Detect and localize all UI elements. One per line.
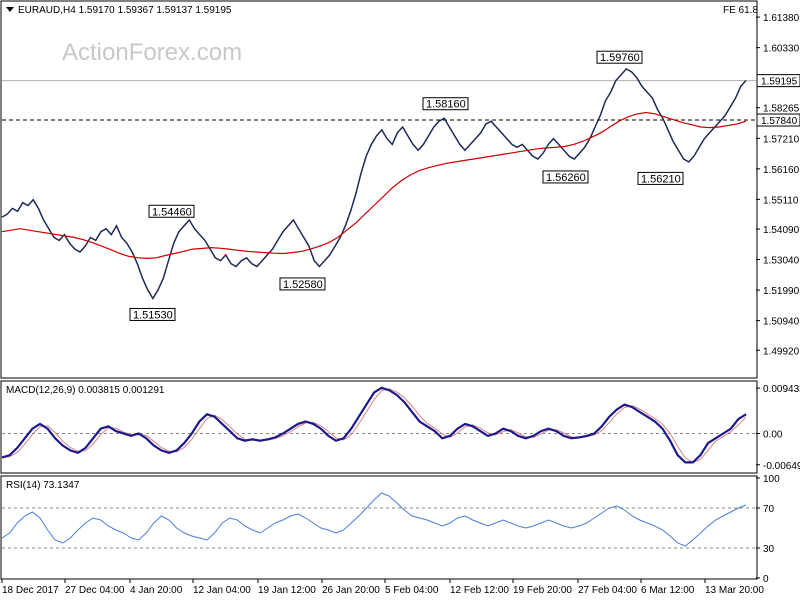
- price-annotation-box: [148, 204, 195, 218]
- price-series: 1.57840 1.59195: [1, 67, 800, 300]
- time-tick-label: 12 Jan 04:00: [193, 585, 251, 596]
- price-tick-label: 1.57210: [763, 134, 800, 145]
- price-tick-label: 1.50940: [763, 317, 800, 328]
- price-annotation-box: [637, 171, 684, 185]
- price-annotation-box: [129, 307, 176, 321]
- price-tick-label: 1.58265: [763, 104, 800, 115]
- rsi-line: [1, 492, 747, 547]
- macd-line: [1, 386, 747, 464]
- rsi-panel-frame: [0, 475, 758, 580]
- time-tick-label: 12 Feb 12:00: [450, 585, 509, 596]
- price-tick-label: 1.54090: [763, 225, 800, 236]
- price-annotation-box: [542, 170, 589, 184]
- price-annotation-box: [422, 97, 469, 111]
- price-annotation-label: 1.51530: [133, 309, 173, 321]
- price-annotation-label: 1.52580: [283, 279, 323, 291]
- price-tick-label: 1.51990: [763, 286, 800, 297]
- price-panel-frame: [0, 0, 758, 379]
- price-tick-label: 1.60330: [763, 44, 800, 55]
- time-tick-label: 13 Mar 20:00: [705, 585, 764, 596]
- macd-tick-label: 0.009433: [763, 384, 800, 395]
- macd-tick-label: 0.00: [763, 430, 783, 441]
- macd-tick-label: -0.006495: [763, 461, 800, 472]
- macd-panel-title: MACD(12,26,9) 0.003815 0.001291: [6, 385, 165, 396]
- price-tick-label: 1.61380: [763, 13, 800, 24]
- time-tick-label: 5 Feb 04:00: [385, 585, 439, 596]
- time-tick-label: 19 Jan 12:00: [258, 585, 316, 596]
- horizontal-level-box: [756, 113, 800, 127]
- time-x-axis: 18 Dec 2017 27 Dec 04:00 4 Jan 20:00 12 Jan…: [1, 579, 764, 596]
- price-annotations: 1.51530 1.54460 1.52580 1.58160 1.56260 1.597…: [129, 50, 684, 321]
- time-tick-label: 27 Feb 04:00: [578, 585, 637, 596]
- macd-signal-line: [1, 388, 747, 463]
- moving-average-line: [1, 111, 747, 260]
- rsi-tick-label: 100: [763, 474, 780, 485]
- time-tick-label: 27 Dec 04:00: [65, 585, 125, 596]
- rsi-panel: RSI(14) 73.1347 100 70 30 0: [0, 474, 780, 585]
- rsi-tick-label: 70: [763, 504, 775, 515]
- price-panel: ActionForex.com EURAUD,H4 1.59170 1.5936…: [0, 0, 800, 379]
- indicator-label: FE 61.8: [723, 5, 758, 16]
- macd-y-axis: 0.009433 0.00 -0.006495: [756, 384, 800, 472]
- time-tick-label: 19 Feb 20:00: [513, 585, 572, 596]
- time-tick-label: 26 Jan 20:00: [322, 585, 380, 596]
- rsi-series: [1, 492, 756, 549]
- price-annotation-label: 1.58160: [426, 99, 466, 111]
- price-tick-label: 1.55110: [763, 195, 799, 206]
- macd-panel-frame: [0, 380, 758, 474]
- price-tick-label: 1.53040: [763, 256, 800, 267]
- price-panel-title: EURAUD,H4 1.59170 1.59367 1.59137 1.5919…: [18, 5, 232, 16]
- rsi-panel-title: RSI(14) 73.1347: [6, 480, 80, 491]
- rsi-tick-label: 0: [763, 574, 769, 585]
- watermark: ActionForex.com: [62, 39, 242, 66]
- price-annotation-label: 1.59760: [600, 52, 640, 64]
- rsi-y-axis: 100 70 30 0: [756, 474, 780, 585]
- price-y-axis: 1.61380 1.60330 1.58265 1.57210 1.56160 1.551…: [756, 13, 800, 357]
- collapse-arrow-icon[interactable]: [6, 7, 14, 12]
- current-price-box: [756, 74, 800, 88]
- price-annotation-box: [279, 277, 326, 291]
- time-tick-label: 4 Jan 20:00: [130, 585, 183, 596]
- time-tick-label: 18 Dec 2017: [2, 585, 59, 596]
- macd-panel: MACD(12,26,9) 0.003815 0.001291 0.009433…: [0, 380, 800, 474]
- price-annotation-box: [596, 50, 643, 64]
- price-annotation-label: 1.56260: [546, 172, 586, 184]
- current-price-label: 1.59195: [761, 77, 798, 88]
- rsi-tick-label: 30: [763, 544, 775, 555]
- time-tick-label: 6 Mar 12:00: [641, 585, 695, 596]
- horizontal-level-label: 1.57840: [761, 116, 798, 127]
- price-line: [1, 67, 747, 300]
- price-tick-label: 1.56160: [763, 165, 800, 176]
- price-annotation-label: 1.56210: [641, 173, 681, 185]
- price-tick-label: 1.49920: [763, 346, 800, 357]
- macd-series: [1, 386, 756, 464]
- price-annotation-label: 1.54460: [152, 206, 192, 218]
